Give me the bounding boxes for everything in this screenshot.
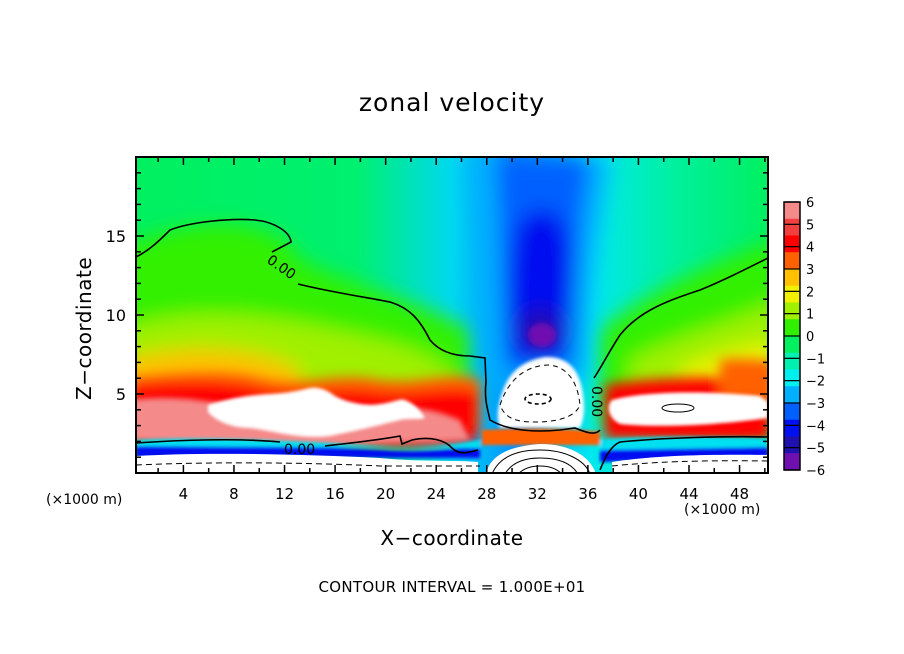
- colorbar-swatch: [784, 235, 800, 253]
- contour-label-lower: 0.00: [284, 442, 315, 458]
- colorbar-label: −6: [806, 464, 825, 479]
- colorbar-swatch: [784, 285, 800, 303]
- colorbar-swatch: [784, 403, 800, 421]
- field-band-cyan-left: [136, 438, 480, 448]
- chart-title: zonal velocity: [358, 88, 546, 117]
- colorbar-label: −3: [806, 397, 825, 412]
- field-rjet-orange: [720, 359, 768, 400]
- colorbar: 6 5 4 3 2 1 0 −1 −2 −3 −4 −5 −6: [783, 196, 825, 479]
- x-tick-label: 32: [528, 485, 547, 503]
- y-tick-label: 10: [106, 306, 126, 325]
- colorbar-swatch: [784, 336, 800, 354]
- contour-dashed-surface-right: [611, 460, 768, 467]
- field-surface-white-right: [612, 454, 768, 473]
- contour-zero-lower-right: [599, 435, 768, 471]
- colorbar-swatch: [784, 302, 800, 320]
- colorbar-label: −4: [806, 419, 825, 434]
- y-tick-label: 5: [116, 385, 126, 404]
- colorbar-swatch: [784, 436, 800, 454]
- colorbar-swatch: [784, 369, 800, 387]
- x-unit-label-right: (×1000 m): [684, 502, 761, 518]
- colorbar-label: −2: [806, 375, 825, 390]
- x-tick-label: 44: [679, 485, 698, 503]
- contour-zero-lower-mid: [324, 435, 479, 454]
- x-axis-label: X−coordinate: [380, 526, 524, 550]
- x-tick-label: 20: [376, 485, 395, 503]
- colorbar-label: 6: [806, 196, 814, 211]
- contour-dashed-bubble-inner: [524, 393, 552, 405]
- contour-right-jet-core: [661, 403, 695, 413]
- contours: [136, 218, 768, 473]
- heatmap-field: 0.00 0.00 0.00: [136, 157, 768, 473]
- x-tick-label: 36: [578, 485, 597, 503]
- colorbar-swatch: [784, 202, 800, 220]
- y-tick-label: 15: [106, 227, 126, 246]
- field-purple-core: [528, 323, 556, 347]
- x-tick-label: 28: [477, 485, 496, 503]
- x-tick-label: 16: [326, 485, 345, 503]
- x-tick-label: 8: [229, 485, 239, 503]
- colorbar-label: 2: [806, 285, 814, 300]
- contour-zero-right: [593, 257, 768, 379]
- x-tick-label: 4: [179, 485, 189, 503]
- contour-surface-center-2: [505, 457, 578, 473]
- colorbar-label: 3: [806, 263, 814, 278]
- axis-ticks: [136, 157, 768, 473]
- colorbar-label: 1: [806, 308, 814, 323]
- colorbar-swatch: [784, 252, 800, 270]
- colorbar-label: −1: [806, 352, 825, 367]
- x-tick-label: 12: [275, 485, 294, 503]
- contour-interval-note: CONTOUR INTERVAL = 1.000E+01: [318, 578, 586, 596]
- colorbar-swatch: [784, 218, 800, 236]
- contour-dashed-bubble-outer: [499, 364, 581, 423]
- colorbar-label: 4: [806, 241, 814, 256]
- contour-surface-center-3: [518, 465, 562, 473]
- contour-zero-lower-left: [136, 438, 281, 444]
- x-tick-label: 40: [629, 485, 648, 503]
- field-rjet-white-core: [608, 392, 768, 426]
- field-jet-white-core: [208, 387, 425, 437]
- contour-zero-upper-b: [297, 283, 601, 434]
- x-tick-label: 48: [730, 485, 749, 503]
- colorbar-swatch: [784, 419, 800, 437]
- contour-zero-upper-a: [136, 218, 292, 258]
- colorbar-label: 0: [806, 330, 814, 345]
- colorbar-swatch: [784, 453, 800, 471]
- y-axis-label: Z−coordinate: [72, 256, 96, 400]
- x-tick-label: 24: [427, 485, 446, 503]
- colorbar-label: 5: [806, 218, 814, 233]
- contour-surface-center-1: [491, 449, 591, 473]
- colorbar-swatch: [784, 386, 800, 404]
- contour-label-right: 0.00: [588, 386, 604, 417]
- contour-dashed-surface-left: [136, 462, 480, 467]
- colorbar-label: −5: [806, 442, 825, 457]
- x-unit-label-left: (×1000 m): [46, 492, 123, 508]
- colorbar-swatch: [784, 352, 800, 370]
- field-band-orange-center: [482, 428, 600, 445]
- colorbar-swatch: [784, 319, 800, 337]
- colorbar-swatch: [784, 269, 800, 287]
